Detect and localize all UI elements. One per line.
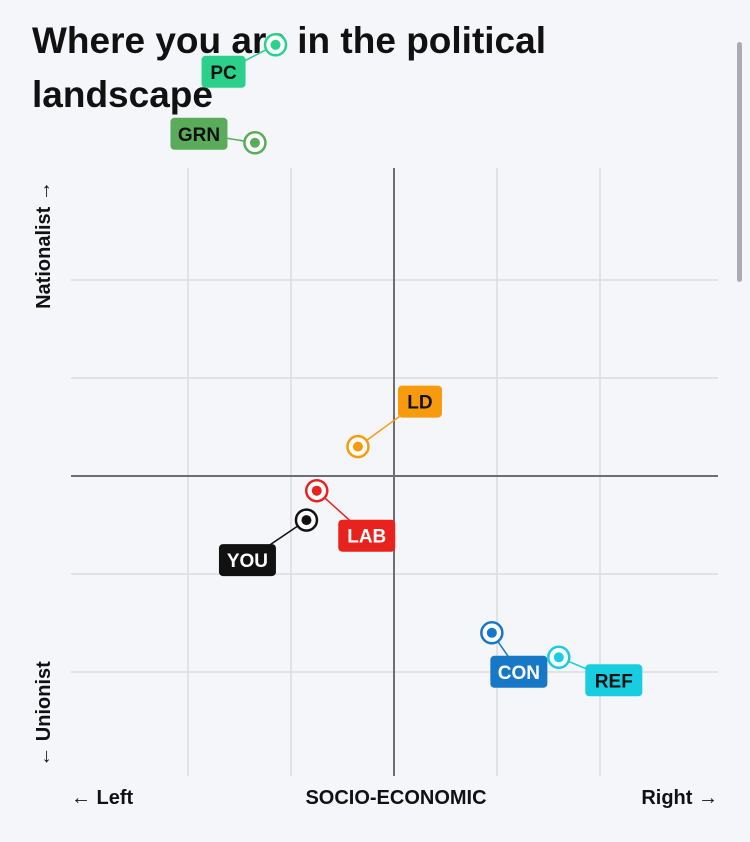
- party-label-pill: [170, 117, 228, 150]
- party-point-pc[interactable]: PC: [201, 33, 288, 88]
- party-point-ld[interactable]: LD: [346, 385, 442, 459]
- page-title: Where you are in the political landscape: [32, 20, 546, 115]
- party-point-con[interactable]: CON: [480, 621, 548, 688]
- party-label-pill: [397, 385, 442, 418]
- x-axis-title: SOCIO-ECONOMIC: [305, 787, 486, 809]
- party-label: REF: [595, 671, 633, 692]
- party-label: LAB: [347, 527, 386, 548]
- party-label-pill: [490, 655, 548, 688]
- party-label: YOU: [227, 551, 268, 572]
- party-label-pill: [338, 519, 396, 552]
- y-axis-top-label: Nationalist →: [33, 181, 55, 309]
- party-label-pill: [201, 55, 246, 88]
- marker-dot: [249, 137, 260, 148]
- party-label: LD: [407, 393, 432, 414]
- party-label: GRN: [178, 125, 220, 146]
- marker-dot: [270, 39, 281, 50]
- chart-axes: [71, 168, 718, 776]
- party-point-ref[interactable]: REF: [547, 645, 643, 697]
- marker-dot: [553, 652, 564, 663]
- party-point-you[interactable]: YOU: [218, 508, 319, 577]
- party-point-grn[interactable]: GRN: [170, 117, 267, 155]
- scrollbar[interactable]: [737, 42, 742, 282]
- party-point-lab[interactable]: LAB: [305, 478, 396, 552]
- marker-dot: [486, 627, 497, 638]
- marker-dot: [301, 515, 312, 526]
- x-axis-right-label: Right →: [641, 787, 718, 809]
- party-label: CON: [498, 663, 540, 684]
- marker-dot: [311, 485, 322, 496]
- y-axis-bottom-label: ← Unionist: [33, 661, 55, 767]
- party-label: PC: [210, 63, 237, 84]
- marker-dot: [352, 441, 363, 452]
- party-label-pill: [218, 544, 276, 577]
- x-axis-left-label: ← Left: [71, 787, 134, 809]
- chart-points: PC GRN LD LAB YOU CON REF: [170, 33, 643, 697]
- party-label-pill: [585, 664, 643, 697]
